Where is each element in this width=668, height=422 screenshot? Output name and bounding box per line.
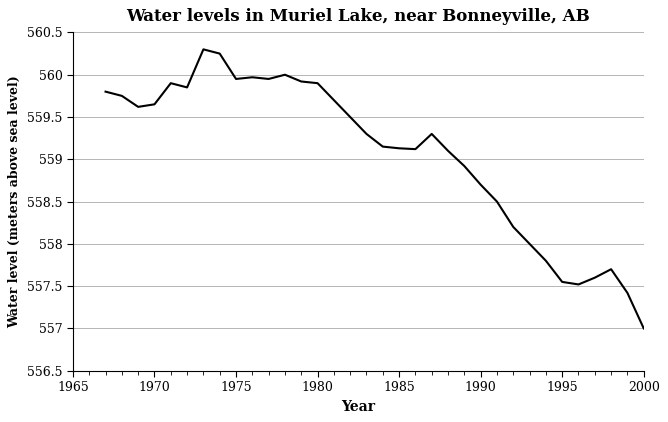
X-axis label: Year: Year <box>341 400 375 414</box>
Y-axis label: Water level (meters above sea level): Water level (meters above sea level) <box>8 75 21 328</box>
Title: Water levels in Muriel Lake, near Bonneyville, AB: Water levels in Muriel Lake, near Bonney… <box>126 8 591 25</box>
